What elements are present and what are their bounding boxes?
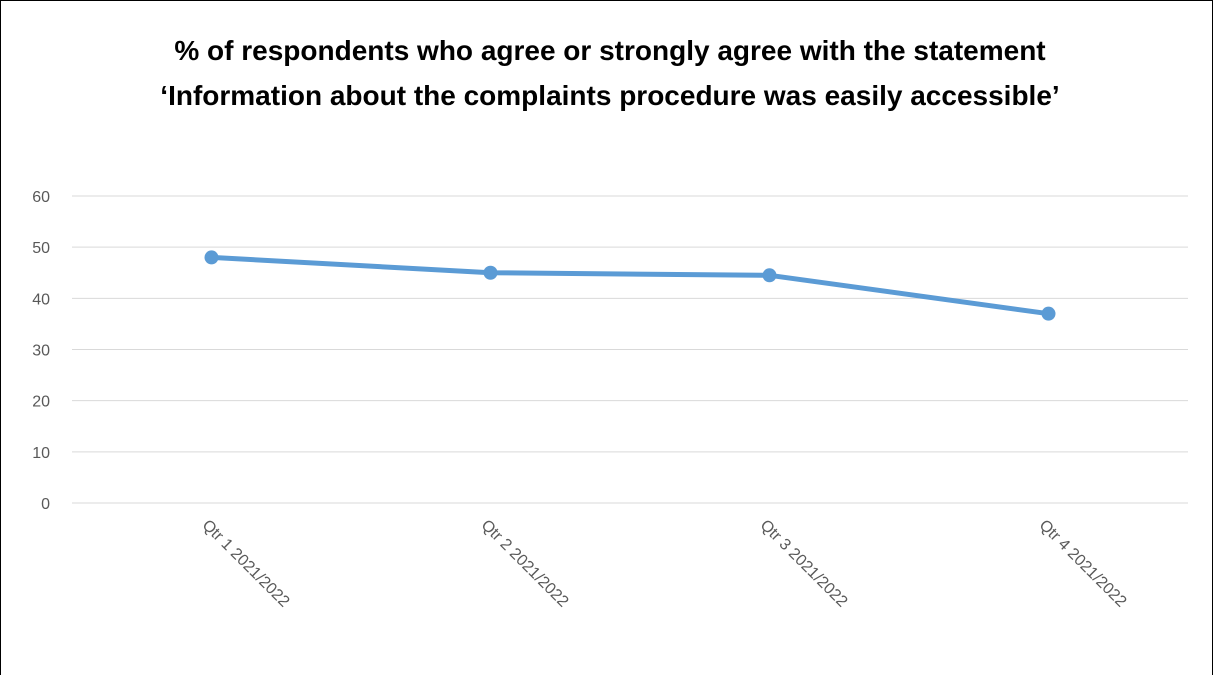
gridlines <box>72 195 1188 504</box>
y-tick-label: 20 <box>32 394 50 411</box>
chart-title: % of respondents who agree or strongly a… <box>160 35 1060 111</box>
y-tick-label: 0 <box>41 496 50 513</box>
x-axis-ticks: Qtr 1 2021/2022 Qtr 2 2021/2022 Qtr 3 2021… <box>199 517 1130 611</box>
y-axis-ticks: 0 10 20 30 40 50 60 <box>32 189 50 513</box>
y-tick-label: 30 <box>32 343 50 360</box>
x-tick-label: Qtr 4 2021/2022 <box>1036 517 1130 611</box>
y-tick-label: 40 <box>32 291 50 308</box>
x-tick-label: Qtr 2 2021/2022 <box>478 517 572 611</box>
x-tick-label: Qtr 1 2021/2022 <box>199 517 293 611</box>
data-point <box>483 265 498 280</box>
data-point <box>204 250 219 265</box>
y-tick-label: 10 <box>32 445 50 462</box>
series-line <box>209 254 1051 317</box>
data-point <box>1041 306 1056 321</box>
x-tick-label: Qtr 3 2021/2022 <box>757 517 851 611</box>
y-tick-label: 50 <box>32 240 50 257</box>
y-tick-label: 60 <box>32 189 50 206</box>
data-point <box>762 268 777 283</box>
series <box>204 250 1056 321</box>
